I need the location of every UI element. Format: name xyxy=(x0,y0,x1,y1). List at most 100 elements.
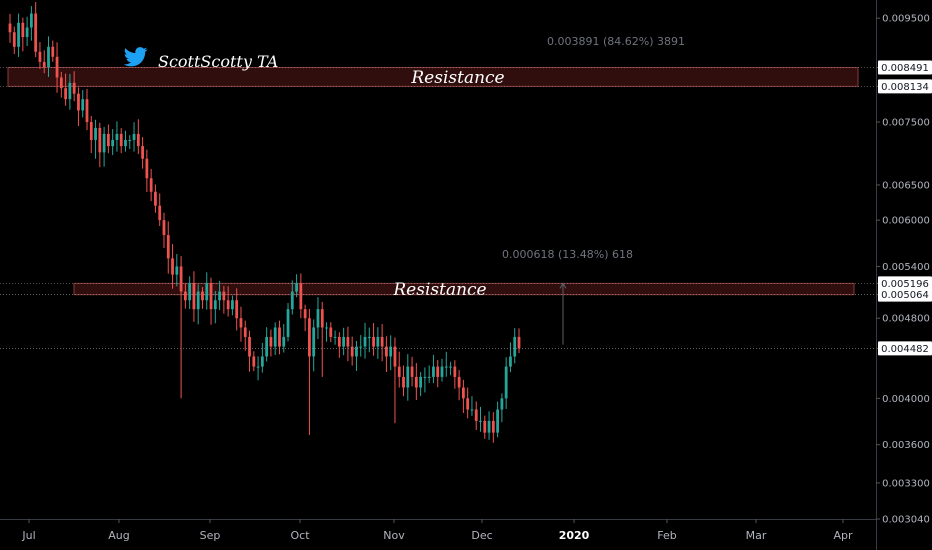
candle-body xyxy=(51,46,55,57)
candle-body xyxy=(124,139,127,147)
candle-body xyxy=(260,356,264,367)
candle-body xyxy=(423,376,427,378)
x-tick-label: Dec xyxy=(471,529,492,542)
price-tag-box xyxy=(878,79,932,94)
candle-body xyxy=(427,376,431,378)
y-tick-label: 0.003600 xyxy=(882,440,930,451)
candle-body xyxy=(491,420,495,433)
candle-body xyxy=(282,336,286,347)
resistance-label: Resistance xyxy=(410,68,504,88)
candle-body xyxy=(325,327,328,329)
candle-body xyxy=(414,376,418,388)
candle-body xyxy=(231,300,234,310)
candle-body xyxy=(269,336,273,347)
candle-body xyxy=(192,283,196,310)
brand-label: ScottScotty TA xyxy=(158,52,278,71)
candle-body xyxy=(183,291,187,301)
candle-body xyxy=(385,346,388,357)
x-tick-label: Nov xyxy=(383,529,405,542)
candle-body xyxy=(474,409,478,421)
candle-body xyxy=(355,346,358,357)
x-tick-label: Aug xyxy=(108,529,129,542)
y-tick-label: 0.004800 xyxy=(882,314,930,325)
candle-body xyxy=(453,366,457,377)
candle-body xyxy=(94,127,97,140)
candle-body xyxy=(350,346,354,357)
candle-body xyxy=(479,420,482,422)
candle-body xyxy=(252,356,256,367)
candle-body xyxy=(376,336,380,347)
candle-body xyxy=(320,309,324,328)
candle-body xyxy=(290,291,294,310)
candle-body xyxy=(363,336,367,347)
candle-body xyxy=(141,146,144,159)
price-tag-label: 0.004482 xyxy=(881,344,929,355)
candle-body xyxy=(81,99,85,111)
candle-body xyxy=(226,300,230,310)
candle-body xyxy=(213,300,217,310)
candle-body xyxy=(367,336,371,338)
resistance-zone[interactable] xyxy=(73,282,855,296)
price-tag: 0.005064 xyxy=(878,287,932,302)
candle-body xyxy=(402,376,405,388)
measure-arrow-icon xyxy=(559,282,567,289)
candle-body xyxy=(218,291,221,301)
candle-body xyxy=(513,336,517,357)
x-tick-label: Apr xyxy=(833,529,853,542)
candle-body xyxy=(243,327,247,337)
candle-body xyxy=(278,327,281,347)
price-tag-label: 0.008134 xyxy=(881,82,929,93)
y-tick-label: 0.003300 xyxy=(882,478,930,489)
candle-body xyxy=(29,13,33,28)
candle-body xyxy=(115,133,119,140)
price-tag-label: 0.005196 xyxy=(881,279,929,290)
candle-body xyxy=(372,336,375,347)
candle-body xyxy=(34,13,38,52)
candle-body xyxy=(273,327,277,347)
price-tag-box xyxy=(878,276,932,291)
candle-body xyxy=(102,133,106,153)
resistance-zones: Resistance Resistance xyxy=(0,66,874,300)
candle-body xyxy=(149,178,153,192)
candle-body xyxy=(106,133,110,147)
y-tick-label: 0.004000 xyxy=(882,394,930,405)
candle-body xyxy=(483,420,487,433)
candle-body xyxy=(509,356,512,367)
candle-body xyxy=(333,336,337,338)
twitter-bird-icon xyxy=(123,47,148,67)
measurement-label-lower: 0.000618 (13.48%) 618 xyxy=(502,248,633,261)
candle-body xyxy=(496,409,500,433)
candle-body xyxy=(136,133,140,147)
resistance-zone[interactable] xyxy=(7,66,859,87)
candle-body xyxy=(72,82,76,94)
candle-body xyxy=(179,266,183,292)
candle-body xyxy=(162,220,166,236)
x-tick-label: Oct xyxy=(290,529,310,542)
candle-body xyxy=(308,318,311,357)
x-axis[interactable]: Jul Aug Sep Oct Nov Dec 2020 Feb Mar Apr xyxy=(0,519,876,542)
candle-body xyxy=(380,336,384,347)
y-axis[interactable]: 0.009500 0.008491 0.008134 0.007500 0.006500… xyxy=(876,0,932,550)
y-tick-label: 0.009500 xyxy=(882,14,930,25)
candle-body xyxy=(132,133,136,140)
candle-body xyxy=(265,336,269,357)
candle-body xyxy=(25,27,29,38)
x-tick-label: Sep xyxy=(200,529,221,542)
candle-body xyxy=(462,387,465,399)
candle-body xyxy=(487,420,491,433)
candle-body xyxy=(201,291,204,301)
candle-body xyxy=(55,56,59,78)
candle-body xyxy=(222,291,226,301)
candle-body xyxy=(158,205,162,221)
candle-body xyxy=(406,366,410,388)
price-tag: 0.005196 xyxy=(878,276,932,291)
candle-body xyxy=(470,409,474,411)
price-tag-label: 0.005064 xyxy=(881,290,929,301)
candle-body xyxy=(286,309,290,337)
candle-body xyxy=(436,366,440,377)
candle-body xyxy=(517,336,521,349)
candle-body xyxy=(166,235,170,259)
resistance-label: Resistance xyxy=(392,280,486,300)
